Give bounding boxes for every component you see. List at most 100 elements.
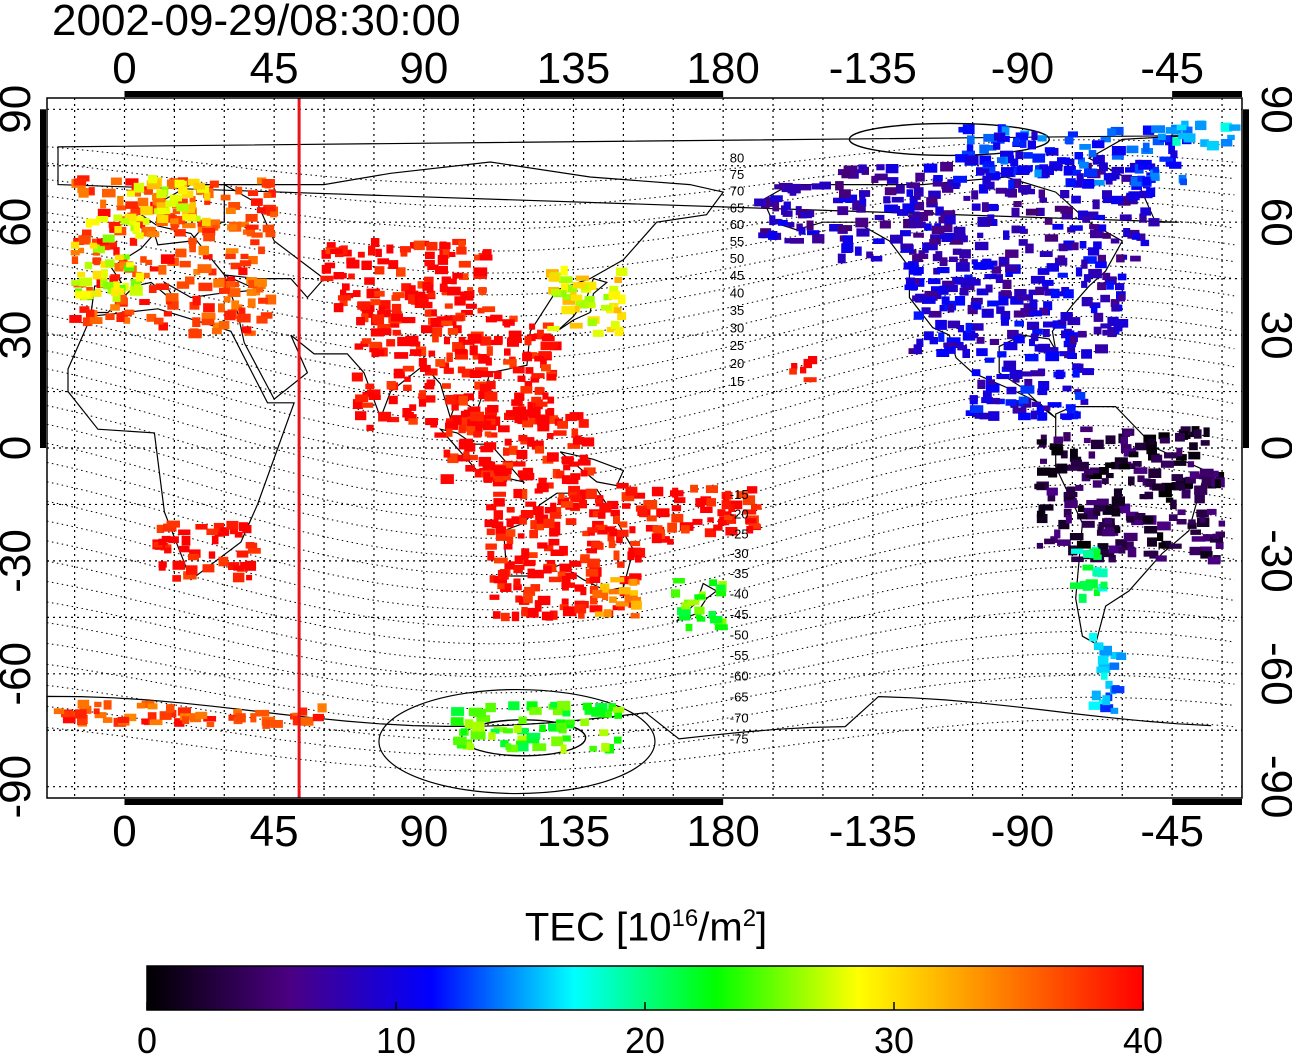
tec-cell: [570, 473, 581, 480]
tec-cell: [1093, 241, 1102, 250]
tec-cell: [1040, 458, 1047, 464]
tec-cell: [1029, 310, 1042, 317]
tec-cell: [955, 154, 969, 163]
tec-cell: [681, 525, 690, 534]
magnetic-latitude-contour: [46, 232, 1235, 317]
tec-cell: [1044, 538, 1055, 545]
tec-cell: [1039, 504, 1054, 511]
tec-cell: [1158, 542, 1166, 549]
tec-cell: [706, 498, 716, 507]
tec-cell: [856, 228, 870, 237]
tec-cell: [603, 293, 612, 301]
tec-cell: [97, 240, 110, 251]
tec-cell: [1176, 519, 1187, 525]
tec-cell: [130, 207, 142, 216]
tec-cell: [181, 535, 191, 546]
tec-cell: [985, 284, 993, 293]
tec-cell: [1111, 146, 1126, 156]
tec-cell: [605, 526, 616, 532]
tec-cell: [120, 218, 129, 225]
tec-cell: [690, 484, 698, 493]
tec-cell: [504, 438, 512, 446]
tec-cell: [1200, 440, 1210, 446]
tec-cell: [760, 228, 772, 234]
tec-cell: [599, 502, 612, 513]
tec-cell: [1090, 306, 1098, 314]
tec-cell: [362, 391, 375, 398]
tec-cell: [202, 564, 215, 573]
tec-cell: [482, 424, 497, 431]
tec-cell: [240, 253, 249, 260]
tec-cell: [1131, 518, 1144, 526]
tec-cell: [1003, 230, 1010, 240]
tec-cell: [427, 290, 436, 298]
tec-cell: [1096, 498, 1109, 507]
tec-cell: [953, 183, 960, 189]
tec-cell: [1027, 140, 1036, 150]
tec-cell: [1065, 178, 1076, 188]
tec-cell: [1142, 176, 1151, 186]
tec-cell: [1092, 480, 1102, 488]
tec-cell: [454, 296, 466, 306]
tec-cell: [1114, 457, 1128, 465]
tec-cell: [1067, 317, 1081, 326]
tec-cell: [101, 269, 108, 278]
tec-cell: [646, 515, 657, 522]
tec-cell: [667, 522, 677, 533]
tec-cell: [230, 262, 242, 270]
tec-cell: [778, 220, 788, 226]
tec-cell: [1015, 226, 1026, 233]
tec-cell: [1075, 484, 1084, 491]
tec-cell: [606, 326, 615, 333]
tec-cell: [982, 390, 992, 398]
tec-cell: [537, 595, 551, 606]
tec-cell: [1099, 467, 1109, 475]
tec-cell: [1025, 243, 1034, 254]
tec-cell: [482, 306, 496, 313]
tec-cell: [518, 742, 529, 752]
tec-cell: [952, 276, 964, 285]
tec-cell: [560, 744, 567, 754]
magnetic-latitude-label: -25: [730, 526, 749, 541]
tec-cell: [321, 250, 331, 259]
magnetic-latitude-label: -55: [730, 648, 749, 663]
tec-cell: [418, 393, 426, 400]
tec-cell: [440, 474, 454, 484]
tec-cell: [1029, 339, 1035, 347]
tec-cell: [160, 254, 175, 264]
tec-cell: [1039, 251, 1053, 257]
tec-cell: [114, 226, 122, 234]
tec-cell: [1097, 225, 1105, 232]
tec-cell: [1083, 469, 1094, 475]
tec-cell: [262, 224, 275, 233]
tec-cell: [1013, 137, 1020, 146]
magnetic-latitude-label: -45: [730, 607, 749, 622]
tec-cell: [375, 248, 382, 257]
tec-cell: [82, 229, 92, 237]
tec-cell: [484, 519, 499, 528]
tec-cell: [473, 431, 482, 438]
tec-cell: [833, 197, 844, 204]
tec-cell: [895, 184, 905, 194]
magnetic-latitude-contour: [46, 719, 1235, 772]
tec-cell: [1046, 263, 1059, 272]
lon-tick-label-top: 45: [250, 44, 299, 93]
tec-cell: [557, 420, 568, 429]
tec-cell: [1018, 239, 1028, 246]
magnetic-latitude-contour: [46, 566, 1235, 661]
tec-cell: [219, 288, 230, 294]
tec-cell: [1080, 398, 1089, 405]
tec-cell: [707, 517, 714, 523]
tec-cell: [979, 144, 989, 154]
tec-cell: [574, 584, 584, 592]
tec-cell: [987, 300, 999, 307]
tec-cell: [600, 583, 610, 594]
tec-cell: [517, 470, 531, 477]
tec-cell: [534, 445, 545, 454]
tec-cell: [619, 521, 628, 528]
tec-cell: [884, 187, 897, 196]
tec-cell: [893, 205, 901, 214]
tec-cell: [1037, 388, 1048, 396]
tec-cell: [513, 584, 522, 591]
tec-cell: [100, 199, 107, 209]
